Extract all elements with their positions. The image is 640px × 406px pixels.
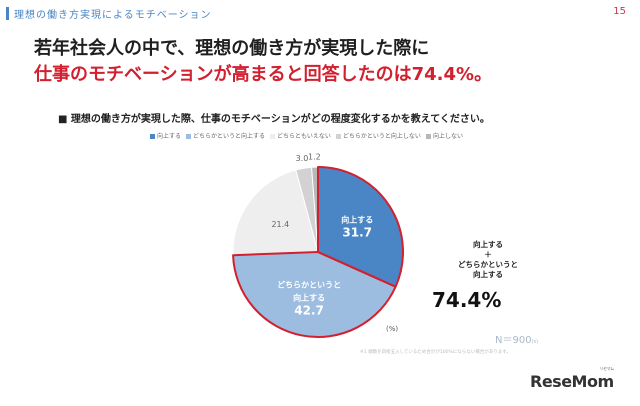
total-percentage: 74.4%: [432, 288, 502, 312]
logo-kana: リセマム: [599, 366, 615, 371]
legend-label: 向上する: [157, 133, 182, 140]
callout-line: 向上する: [473, 240, 503, 249]
slice-label: どちらかというと: [277, 279, 341, 289]
legend-item: どちらかというと向上する: [186, 131, 265, 140]
legend-swatch: [335, 134, 341, 139]
resemom-logo: ReseMom リセマム: [530, 366, 614, 391]
legend-label: どちらかというと向上する: [193, 133, 266, 140]
header-title: 理想の働き方実現によるモチベーション: [14, 10, 212, 21]
slice-highlight: [232, 251, 397, 338]
slice-label: 1.2: [308, 153, 321, 162]
legend-item: どちらともいえない: [270, 131, 331, 140]
callout-line: ＋: [484, 250, 492, 259]
legend-swatch: [270, 134, 276, 139]
logo-text: ReseMom: [530, 372, 614, 391]
legend-label: 向上しない: [432, 133, 463, 140]
legend-swatch: [186, 134, 192, 139]
sample-size: N＝900(s): [495, 331, 538, 346]
callout-line: 向上する: [473, 270, 503, 279]
slice-highlight: [317, 166, 404, 288]
callout-label: 向上する＋どちらかというと 向上する: [438, 240, 538, 280]
legend-label: どちらかというと向上しない: [342, 133, 421, 140]
headline: 若年社会人の中で、理想の働き方が実現した際に 仕事のモチベーションが高まると回答…: [34, 36, 492, 88]
page-number: 15: [613, 6, 626, 17]
legend-item: 向上しない: [425, 131, 463, 140]
legend-swatch: [425, 134, 431, 139]
question-text: ■ 理想の働き方が実現した際、仕事のモチベーションがどの程度変化するかを教えてく…: [58, 114, 490, 125]
callout-line: どちらかというと: [458, 260, 518, 269]
slice-label: 21.4: [271, 220, 289, 229]
legend-item: どちらかというと向上しない: [335, 131, 421, 140]
headline-line2: 仕事のモチベーションが高まると回答したのは74.4%。: [34, 64, 493, 85]
slice-label: 向上する: [293, 292, 325, 302]
legend-item: 向上する: [150, 131, 181, 140]
headline-line1: 若年社会人の中で、理想の働き方が実現した際に: [34, 38, 430, 59]
slice-label: 31.7: [342, 226, 372, 240]
legend-label: どちらともいえない: [277, 133, 331, 140]
slice-label: 42.7: [294, 303, 324, 317]
header-bar: 理想の働き方実現によるモチベーション 15: [0, 0, 640, 26]
slice-label: 3.0: [296, 154, 309, 163]
footnote: ※1 端数を四捨五入しているため合計が100%にならない場合があります。: [360, 350, 511, 355]
slice-label: 向上する: [341, 215, 373, 225]
sample-suffix: (s): [531, 339, 539, 345]
legend-swatch: [150, 134, 155, 139]
pie-slice: [232, 169, 319, 256]
unit-label: (%): [386, 325, 399, 333]
header-accent: [6, 7, 9, 20]
sample-text: N＝900: [495, 335, 532, 346]
chart-legend: 向上する どちらかというと向上する どちらともいえない どちらかというと向上しない 向上…: [150, 131, 463, 140]
